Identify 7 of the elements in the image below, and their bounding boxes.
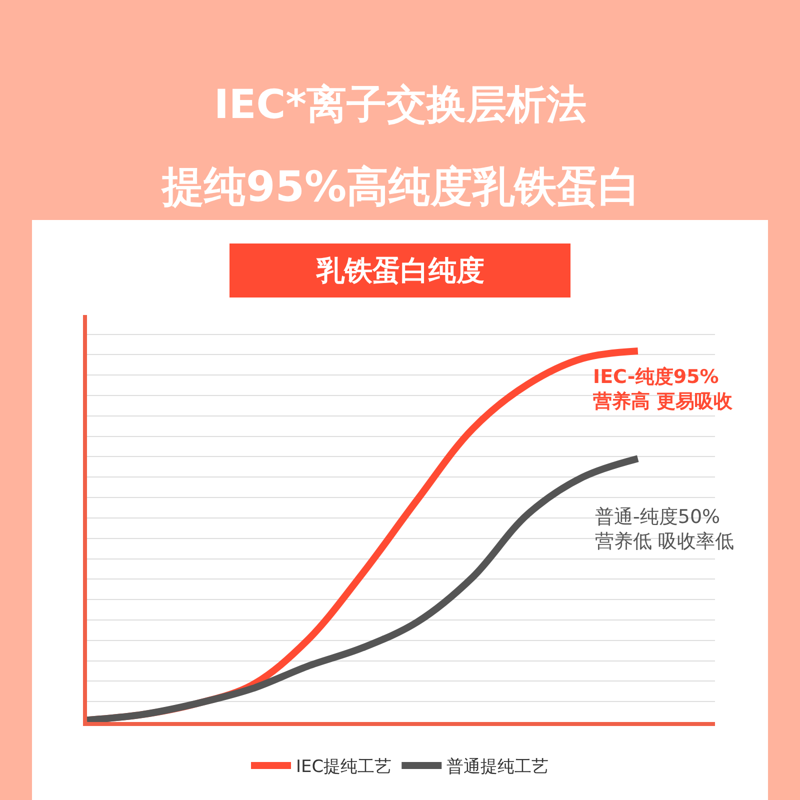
legend-label: 普通提纯工艺	[446, 757, 549, 778]
legend-label: IEC提纯工艺	[296, 757, 392, 778]
annotation: 普通-纯度50% 营养低 吸收率低	[595, 506, 734, 553]
annotation: IEC-纯度95% 营养高 更易吸收	[592, 366, 734, 413]
y-axis-title: 乳铁蛋白纯度	[316, 254, 484, 287]
chart-title: IEC*离子交换层析法	[214, 82, 586, 128]
chart-subtitle: 提纯95%高纯度乳铁蛋白	[160, 162, 641, 211]
